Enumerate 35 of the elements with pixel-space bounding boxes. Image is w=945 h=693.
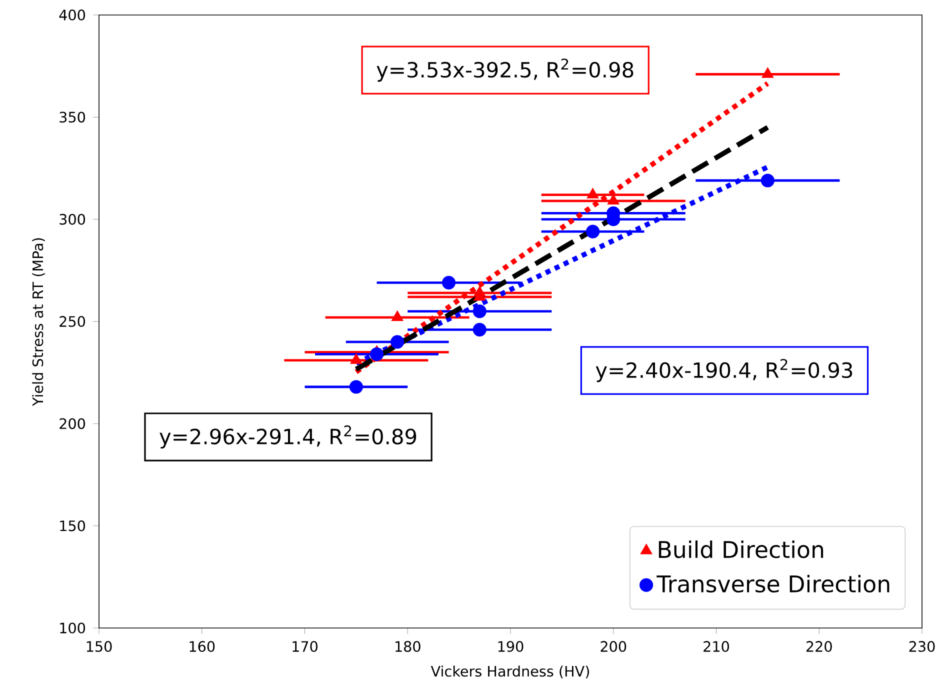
point (472, 322, 486, 336)
x-tick-label: 160 (190, 641, 215, 652)
y-tick-label: 350 (60, 112, 86, 123)
x-tick-label: 190 (498, 641, 524, 652)
point (350, 354, 362, 364)
x-tick-label: 150 (86, 641, 112, 652)
annotation: y=3.53x-392.5, R$^{2}$=0.98 (376, 58, 634, 82)
annotation: y=2.40x-190.4, R$^{2}$=0.93 (596, 358, 852, 382)
point (472, 304, 486, 318)
x-tick-label: 230 (909, 641, 935, 652)
point (391, 310, 404, 322)
x-axis-title: Vickers Hardness (HV) (430, 666, 590, 678)
point (586, 188, 599, 198)
point (586, 224, 600, 238)
legend-label: Transverse Direction (656, 574, 890, 593)
point (370, 347, 384, 361)
y-tick-label: 100 (60, 622, 86, 634)
y-tick-label: 400 (59, 10, 86, 20)
x-tick-label: 210 (704, 641, 729, 652)
x-tick-label: 170 (292, 641, 318, 652)
point (390, 335, 404, 349)
point (349, 380, 363, 394)
x-tick-label: 200 (600, 641, 626, 652)
y-axis-title: Yield Stress at RT (MPa) (32, 238, 45, 406)
x-tick-label: 180 (395, 641, 420, 652)
point (760, 174, 774, 188)
y-tick-label: 300 (60, 214, 86, 225)
point (762, 67, 774, 78)
y-tick-label: 150 (60, 520, 86, 532)
y-tick-label: 250 (60, 316, 86, 327)
x-tick-label: 220 (806, 641, 832, 652)
point (442, 276, 456, 290)
legend-label: Build Direction (658, 540, 824, 558)
y-tick-label: 200 (60, 418, 86, 430)
annotation: y=2.96x-291.4, R$^{2}$=0.89 (160, 425, 416, 449)
